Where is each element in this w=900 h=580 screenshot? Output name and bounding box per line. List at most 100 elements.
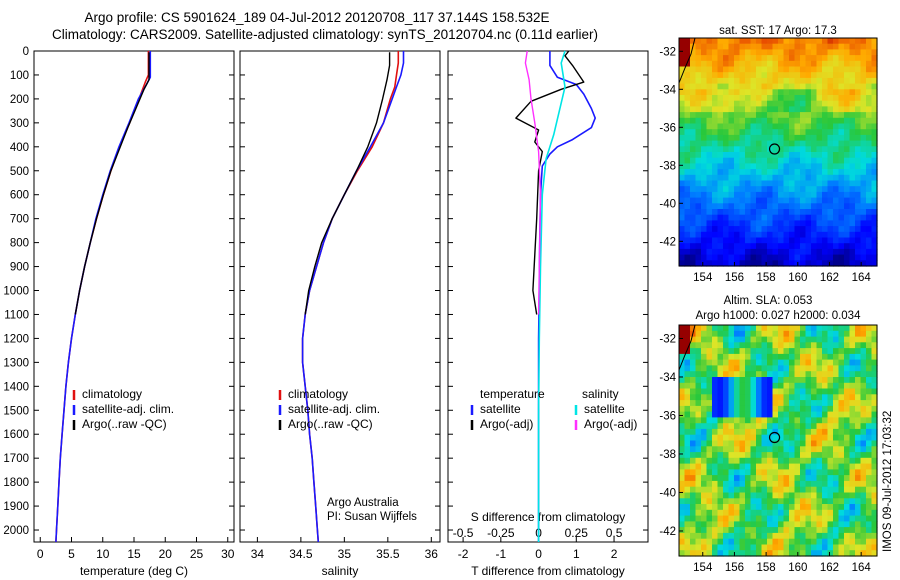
heatmap-cell [838,504,845,511]
y-tick-label: 0 [23,46,29,58]
heatmap-cell [772,348,779,355]
heatmap-cell [838,226,845,233]
heatmap-cell [679,209,686,216]
heatmap-cell [690,243,697,250]
heatmap-cell [734,411,741,418]
heatmap-cell [723,83,730,90]
heatmap-cell [706,405,713,413]
heatmap-cell [783,117,790,125]
heatmap-cell [794,55,801,62]
heatmap-cell [739,504,746,511]
heatmap-cell [684,112,691,119]
heatmap-cell [855,538,862,546]
y-tick-label: 1700 [3,453,29,465]
heatmap-cell [805,123,812,130]
heatmap-cell [767,457,774,465]
heatmap-cell [860,469,867,476]
heatmap-cell [728,400,735,407]
heatmap-cell [772,106,779,113]
heatmap-cell [871,123,878,130]
heatmap-cell [860,428,867,436]
heatmap-cell [723,411,730,418]
heatmap-cell [767,214,774,221]
heatmap-cell [794,214,801,221]
heatmap-cell [855,163,862,170]
heatmap-cell [838,134,845,142]
heatmap-cell [761,394,768,401]
heatmap-cell [767,388,774,395]
heatmap-cell [734,248,741,256]
argo-location-marker [768,431,781,444]
heatmap-cell [789,532,796,540]
heatmap-cell [800,83,807,90]
heatmap-cell [734,382,741,390]
heatmap-cell [860,538,867,546]
series-line [515,50,585,315]
heatmap-cell [739,446,746,453]
heatmap-cell [684,38,691,45]
heatmap-cell [756,38,763,45]
heatmap-cell [767,134,774,142]
heatmap-cell [849,527,856,534]
heatmap-cell [706,452,713,459]
heatmap-cell [800,365,807,372]
heatmap-cell [800,417,807,424]
heatmap-cell [734,134,741,142]
heatmap-cell [734,89,741,96]
heatmap-cell [712,209,719,216]
heatmap-cell [866,492,873,499]
heatmap-cell [822,469,829,476]
heatmap-cell [844,538,851,546]
heatmap-cell [723,214,730,221]
heatmap-cell [750,509,757,517]
heatmap-cell [866,95,873,102]
heatmap-cell [772,231,779,239]
title-line-1: Argo profile: CS 5901624_189 04-Jul-2012… [84,10,550,25]
heatmap-cell [860,382,867,390]
heatmap-cell [745,38,752,45]
heatmap-cell [728,532,735,540]
heatmap-cell [756,60,763,68]
heatmap-cell [767,394,774,401]
heatmap-cell [717,544,724,551]
heatmap-cell [734,169,741,176]
heatmap-cell [717,423,724,430]
heatmap-cell [772,492,779,499]
heatmap-cell [866,353,873,361]
heatmap-cell [684,371,691,378]
heatmap-cell [701,83,708,90]
heatmap-cell [816,72,823,79]
heatmap-cell [717,492,724,499]
heatmap-cell [767,209,774,216]
heatmap-cell [706,174,713,182]
heatmap-cell [756,203,763,210]
heatmap-cell [679,226,686,233]
heatmap-cell [728,325,735,332]
heatmap-cell [701,72,708,79]
heatmap-cell [717,538,724,546]
heatmap-cell [690,106,697,113]
heatmap-cell [794,100,801,107]
heatmap-cell [717,342,724,349]
heatmap-cell [871,106,878,113]
heatmap-cell [816,152,823,159]
heatmap-cell [684,365,691,372]
heatmap-cell [833,550,840,557]
heatmap-cell [866,117,873,125]
heatmap-cell [772,95,779,102]
heatmap-cell [833,480,840,488]
heatmap-cell [767,417,774,424]
heatmap-cell [728,475,735,482]
heatmap-cell [871,157,878,164]
heatmap-cell [723,174,730,182]
heatmap-cell [800,209,807,216]
heatmap-cell [706,214,713,221]
heatmap-cell [866,38,873,45]
heatmap-cell [695,353,702,361]
heatmap-cell [866,532,873,540]
heatmap-cell [761,480,768,488]
argo-location-marker [768,143,781,155]
heatmap-cell [871,214,878,221]
heatmap-cell [778,186,785,193]
heatmap-cell [855,423,862,430]
